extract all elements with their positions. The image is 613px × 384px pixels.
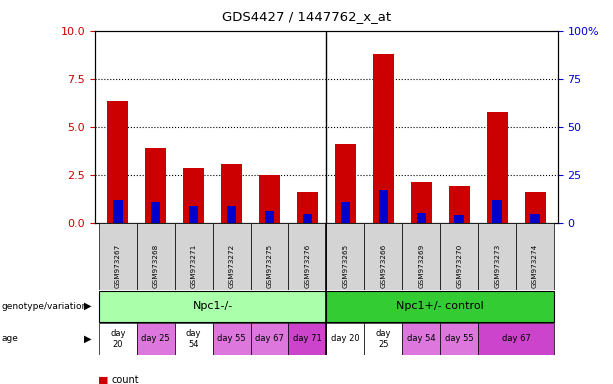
Text: genotype/variation: genotype/variation [2,302,88,311]
Bar [289,323,327,354]
Text: day 67: day 67 [255,334,284,343]
Text: GSM973266: GSM973266 [380,244,386,288]
Bar [492,200,502,223]
Text: day
20: day 20 [110,329,126,349]
Bar [251,223,289,290]
Bar [137,223,175,290]
Bar [411,182,432,223]
Bar [183,168,204,223]
Bar [478,223,516,290]
Text: day 20: day 20 [331,334,360,343]
Text: ▶: ▶ [85,334,92,344]
Text: day 55: day 55 [217,334,246,343]
Text: GDS4427 / 1447762_x_at: GDS4427 / 1447762_x_at [222,10,391,23]
Bar [525,192,546,223]
Text: GSM973270: GSM973270 [456,244,462,288]
Text: GSM973276: GSM973276 [305,244,310,288]
Bar [416,213,426,223]
Text: day 67: day 67 [501,334,530,343]
Bar [259,175,280,223]
Bar [251,323,289,354]
Bar [213,323,251,354]
Text: GSM973275: GSM973275 [267,244,273,288]
Text: day
54: day 54 [186,329,202,349]
Text: GSM973267: GSM973267 [115,244,121,288]
Text: GSM973271: GSM973271 [191,244,197,288]
Bar [327,223,364,290]
Bar [364,223,402,290]
Bar [440,323,478,354]
Bar [113,200,123,223]
Text: age: age [2,334,19,343]
Bar [265,211,274,223]
Text: day
25: day 25 [376,329,391,349]
Text: GSM973272: GSM973272 [229,244,235,288]
Bar [364,323,402,354]
Text: Npc1+/- control: Npc1+/- control [397,301,484,311]
Bar [454,215,464,223]
Bar [151,202,161,223]
Bar [297,192,318,223]
Bar [303,214,312,223]
Bar [99,323,137,354]
Bar [99,291,327,322]
Bar [137,323,175,354]
Bar [99,223,137,290]
Text: GSM973269: GSM973269 [418,244,424,288]
Bar [478,323,554,354]
Bar [221,164,242,223]
Bar [145,148,166,223]
Text: ■: ■ [98,375,109,384]
Text: Npc1-/-: Npc1-/- [192,301,233,311]
Bar [327,291,554,322]
Text: day 25: day 25 [142,334,170,343]
Text: day 71: day 71 [293,334,322,343]
Text: GSM973268: GSM973268 [153,244,159,288]
Text: GSM973265: GSM973265 [343,244,348,288]
Bar [402,223,440,290]
Bar [402,323,440,354]
Bar [175,323,213,354]
Bar [335,144,356,223]
Bar [107,101,128,223]
Bar [189,207,199,223]
Text: day 54: day 54 [407,334,436,343]
Text: GSM973273: GSM973273 [494,244,500,288]
Bar [449,186,470,223]
Bar [227,207,237,223]
Bar [487,112,508,223]
Bar [379,190,388,223]
Bar [213,223,251,290]
Bar [327,323,364,354]
Bar [530,214,540,223]
Text: day 55: day 55 [445,334,473,343]
Bar [289,223,327,290]
Bar [175,223,213,290]
Bar [341,202,350,223]
Bar [516,223,554,290]
Text: GSM973274: GSM973274 [532,244,538,288]
Text: count: count [112,375,139,384]
Bar [373,54,394,223]
Bar [440,223,478,290]
Text: ▶: ▶ [85,301,92,311]
